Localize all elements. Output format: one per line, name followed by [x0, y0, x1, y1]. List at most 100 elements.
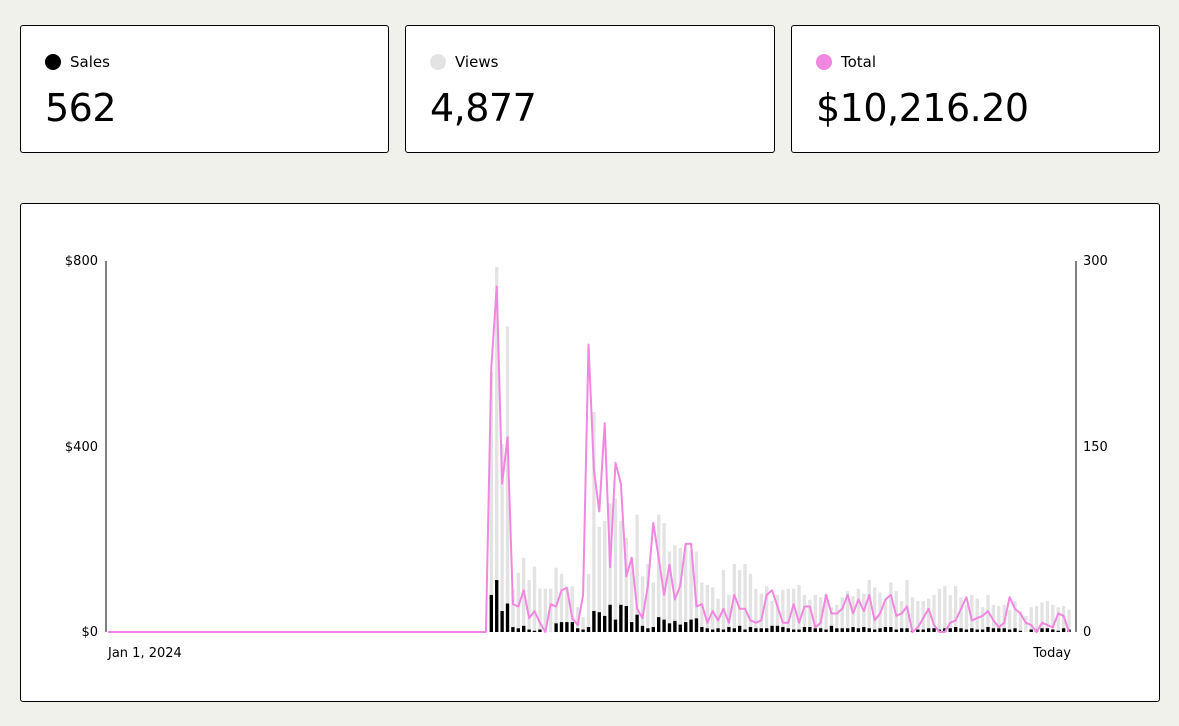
views-bar: [554, 567, 558, 632]
sales-bar: [975, 629, 979, 632]
views-bar: [959, 597, 963, 632]
sales-bar: [532, 630, 537, 632]
views-bar: [1067, 609, 1071, 632]
sales-bars: [489, 580, 1071, 632]
sales-bar: [1029, 629, 1033, 632]
sales-bar: [527, 629, 531, 632]
sales-bar: [522, 625, 526, 632]
sales-bar: [759, 628, 763, 632]
views-bar: [910, 597, 915, 632]
sales-bar: [694, 618, 699, 632]
views-bar: [786, 588, 790, 632]
sales-bar: [889, 627, 893, 632]
views-bar: [495, 267, 499, 632]
sales-bar: [554, 623, 558, 632]
views-bar: [1018, 610, 1023, 632]
views-bar: [737, 570, 742, 632]
views-bar: [964, 604, 969, 632]
sales-bar: [505, 603, 510, 632]
sales-bar: [538, 629, 542, 632]
views-bar: [673, 545, 677, 632]
stat-label: Sales: [70, 53, 110, 71]
views-bar: [635, 514, 639, 632]
sales-bar: [872, 629, 877, 632]
sales-bar: [630, 622, 634, 632]
views-bar: [500, 444, 504, 632]
sales-bar: [883, 627, 888, 632]
views-bar: [651, 582, 655, 632]
sales-bar: [964, 629, 969, 632]
total-line: [108, 285, 1070, 633]
sales-bar: [586, 627, 591, 632]
views-bar: [694, 551, 699, 632]
sales-legend-dot: [45, 54, 61, 70]
sales-bar: [764, 628, 769, 632]
stat-label-row: Total: [816, 53, 876, 71]
chart-panel: $800 $400 $0 300 150 0 Jan 1, 2024 Today: [20, 203, 1160, 702]
sales-bar: [813, 628, 817, 632]
sales-bar: [657, 617, 661, 632]
stat-label: Total: [841, 53, 877, 71]
sales-bar: [802, 627, 807, 632]
views-bar: [1056, 607, 1060, 632]
views-bar: [640, 576, 645, 632]
views-bar: [1013, 601, 1017, 632]
total-legend-dot: [816, 54, 832, 70]
sales-bar: [576, 628, 580, 632]
views-bar: [1007, 609, 1012, 632]
stat-value: 4,877: [430, 86, 537, 130]
y-right-tick-label: 300: [1083, 254, 1108, 269]
views-bar: [586, 573, 591, 632]
views-bar: [808, 599, 812, 632]
sales-bar: [721, 629, 726, 632]
sales-bar: [646, 628, 650, 632]
views-bar: [813, 594, 817, 632]
sales-bar: [565, 622, 569, 632]
sales-bar: [1013, 628, 1017, 632]
views-bar: [916, 601, 920, 632]
views-bar: [1061, 606, 1066, 632]
sales-bar: [727, 627, 731, 632]
views-bar: [991, 604, 996, 632]
sales-bar: [986, 627, 990, 632]
views-bar: [624, 538, 628, 632]
views-bar: [980, 607, 985, 632]
views-bar: [824, 593, 828, 632]
views-bar: [829, 607, 834, 632]
views-bar: [872, 587, 877, 632]
views-bar: [630, 557, 634, 632]
views-bar: [532, 566, 537, 632]
views-bar: [727, 594, 731, 632]
sales-bar: [495, 580, 499, 632]
views-bar: [770, 601, 774, 632]
sales-bar: [1051, 629, 1055, 632]
views-bar: [592, 411, 596, 632]
stat-label-row: Sales: [45, 53, 110, 71]
views-bar: [997, 606, 1001, 632]
views-bar: [684, 545, 688, 632]
sales-bar: [597, 612, 601, 632]
sales-bar: [700, 627, 704, 632]
sales-bar: [991, 628, 996, 632]
views-bars: [489, 267, 1071, 632]
stat-value: $10,216.20: [816, 86, 1029, 130]
sales-bar: [829, 625, 834, 632]
sales-bar: [619, 604, 623, 632]
sales-bar: [613, 619, 618, 632]
sales-bar: [824, 629, 828, 632]
sales-bar: [608, 604, 612, 632]
views-bar: [759, 593, 763, 632]
sales-bar: [1061, 628, 1066, 632]
views-bar: [754, 588, 758, 632]
views-bar: [856, 588, 861, 632]
y-left-tick-label: $0: [81, 625, 98, 640]
sales-views-chart: $800 $400 $0 300 150 0 Jan 1, 2024 Today: [65, 254, 1108, 661]
views-bar: [657, 514, 661, 632]
views-bar: [538, 588, 542, 632]
views-bar: [516, 572, 520, 632]
views-bar: [1024, 615, 1028, 632]
sales-bar: [791, 629, 796, 632]
views-bar: [565, 586, 569, 632]
sales-bar: [808, 627, 812, 632]
stat-label: Views: [455, 53, 499, 71]
